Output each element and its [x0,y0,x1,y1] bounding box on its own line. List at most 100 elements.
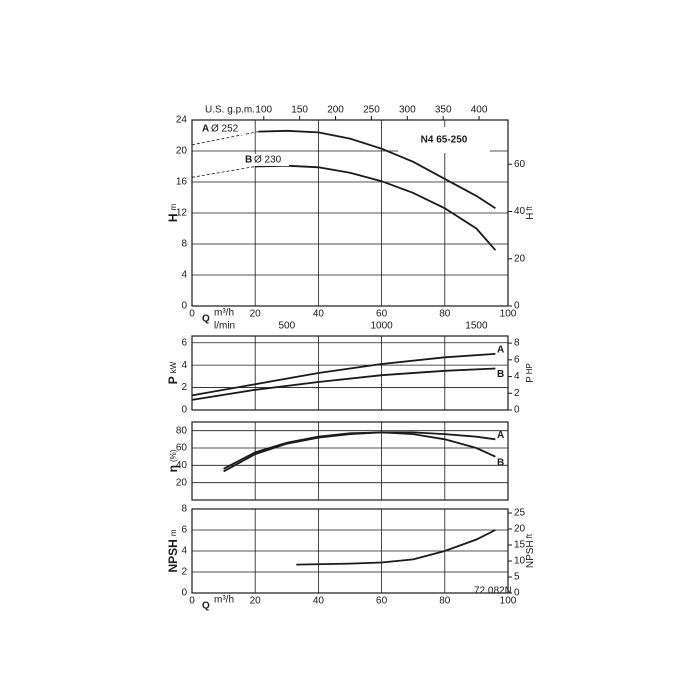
y-axis-label: NPSH m [166,529,180,572]
x-tick-label: 20 [250,309,262,320]
x-tick-label: 0 [189,309,195,320]
chart-title: N4 65-250 [421,135,468,146]
curve-label: B [245,155,252,166]
x3-tick-label: 1500 [465,321,488,332]
x2-tick-label: 250 [363,105,380,116]
y2-axis-unit: ft [525,533,534,538]
curve-diameter: Ø 252 [211,124,239,135]
x-tick-label: 80 [439,596,451,607]
y2-axis-title: H [525,213,536,220]
y-axis-unit: (%) [169,449,178,462]
y2-axis-unit: HP [525,363,534,374]
y-tick-label: 80 [176,425,188,436]
y-tick-label: 2 [181,382,187,393]
curve [223,431,496,473]
y2-axis-label: Hft [525,205,536,219]
x3-axis-unit: l/min [214,321,235,332]
y-tick-label: 16 [176,177,188,188]
y-tick-label: 0 [181,588,187,599]
x-tick-label: 40 [313,309,325,320]
plot-frame [191,335,509,411]
curve [258,129,496,210]
title-box [398,127,490,153]
y-tick-label: 8 [181,504,187,515]
y-axis-title: P [166,376,180,384]
y-tick-label: 24 [176,115,188,126]
x2-tick-label: 100 [255,105,272,116]
x2-tick-label: 350 [435,105,452,116]
y-tick-label: 60 [176,443,188,454]
y-tick-label: 2 [181,567,187,578]
x-axis-unit: m³/h [214,308,234,319]
curve [191,367,496,401]
y-tick-label: 12 [176,208,188,219]
y2-tick-label: 20 [514,253,526,264]
y2-tick-label: 6 [514,354,520,365]
y2-tick-label: 15 [514,540,526,551]
x2-tick-label: 400 [471,105,488,116]
y2-tick-label: 0 [514,588,520,599]
x-tick-label: 60 [376,596,388,607]
x2-tick-label: 200 [327,105,344,116]
x-tick-label: 20 [250,596,262,607]
curve-label: A [497,430,504,441]
y-tick-label: 0 [181,405,187,416]
curve [296,529,496,566]
y-tick-label: 4 [181,546,187,557]
y-tick-label: 6 [181,525,187,536]
y2-tick-label: 20 [514,524,526,535]
x-tick-label: 80 [439,309,451,320]
curve-diameter: Ø 230 [254,155,282,166]
y-tick-label: 4 [181,360,187,371]
y-axis-title: NPSH [166,539,180,572]
y2-tick-label: 60 [514,159,526,170]
curve-label: B [497,457,504,468]
curve-label: A [497,345,504,356]
extrapolated-curve [191,166,256,178]
x3-tick-label: 1000 [370,321,393,332]
y-axis-title: H [166,214,180,223]
y-axis-label: PkW [166,361,180,384]
y-axis-unit: m [169,529,178,536]
y2-axis-title: P [525,376,536,383]
note: 72.082N [474,586,512,597]
y2-axis-unit: ft [525,205,534,210]
y2-tick-label: 2 [514,388,520,399]
y-axis-unit: m [169,204,178,211]
extrapolated-curve [191,131,259,146]
y-tick-label: 0 [181,301,187,312]
x-tick-label: 100 [500,309,517,320]
y-tick-label: 8 [181,239,187,250]
y2-tick-label: 25 [514,508,526,519]
label-bg [243,154,289,166]
y2-axis-label: NPSH ft [525,533,536,568]
y2-tick-label: 0 [514,301,520,312]
curve-label: B [497,369,504,380]
x-tick-label: 100 [500,596,517,607]
y-tick-label: 6 [181,337,187,348]
x2-tick-label: 300 [399,105,416,116]
x-axis-unit: m³/h [214,595,234,606]
x-tick-label: 60 [376,309,388,320]
y-tick-label: 4 [181,270,187,281]
x-axis-title: Q [202,314,210,325]
y-axis-title: η [166,465,180,472]
y2-axis-title: NPSH [525,540,536,568]
y-tick-label: 20 [176,146,188,157]
y-axis-label: Hm [166,204,180,223]
x3-tick-label: 500 [278,321,295,332]
y-tick-label: 20 [176,477,188,488]
y2-tick-label: 40 [514,206,526,217]
x2-tick-label: 150 [291,105,308,116]
y-axis-label: η (%) [166,449,180,472]
y-axis-unit: kW [169,361,178,373]
x-tick-label: 40 [313,596,325,607]
curve [191,353,496,397]
x-axis-title: Q [202,601,210,612]
y2-tick-label: 0 [514,405,520,416]
y2-tick-label: 8 [514,338,520,349]
y2-tick-label: 10 [514,556,526,567]
y2-tick-label: 5 [514,572,520,583]
